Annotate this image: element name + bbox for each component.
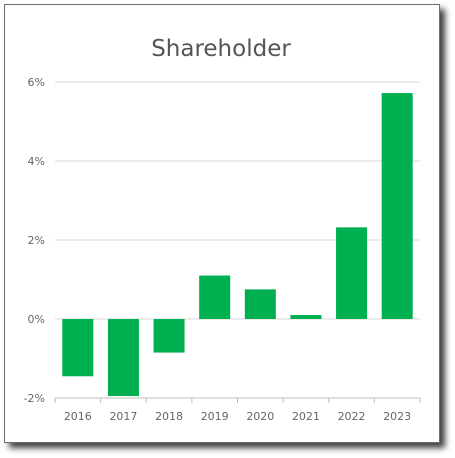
- bar-2022: [336, 227, 368, 319]
- x-tick-label: 2020: [246, 410, 274, 423]
- x-tick-label: 2017: [109, 410, 137, 423]
- x-tick-label: 2023: [383, 410, 411, 423]
- y-tick-label: 4%: [28, 155, 45, 168]
- bar-2017: [107, 319, 139, 397]
- chart-title: Shareholder: [151, 36, 291, 62]
- x-tick-label: 2018: [155, 410, 183, 423]
- x-tick-label: 2021: [292, 410, 320, 423]
- bar-2020: [244, 289, 276, 319]
- bar-2023: [381, 93, 413, 319]
- bar-2016: [62, 319, 94, 377]
- bar-2019: [199, 275, 231, 319]
- axes: [54, 397, 421, 403]
- y-tick-labels: -2% 0% 2% 4% 6%: [24, 76, 45, 405]
- x-tick-label: 2019: [201, 410, 229, 423]
- bar-2018: [153, 319, 185, 353]
- y-tick-label: 6%: [28, 76, 45, 89]
- bars: [62, 93, 413, 397]
- x-tick-labels: 2016 2017 2018 2019 2020 2021 2022 2023: [64, 410, 411, 423]
- y-tick-label: -2%: [24, 392, 45, 405]
- x-tick-label: 2022: [338, 410, 366, 423]
- x-tick-label: 2016: [64, 410, 92, 423]
- y-tick-label: 0%: [28, 313, 45, 326]
- bar-2021: [290, 315, 322, 319]
- y-tick-label: 2%: [28, 234, 45, 247]
